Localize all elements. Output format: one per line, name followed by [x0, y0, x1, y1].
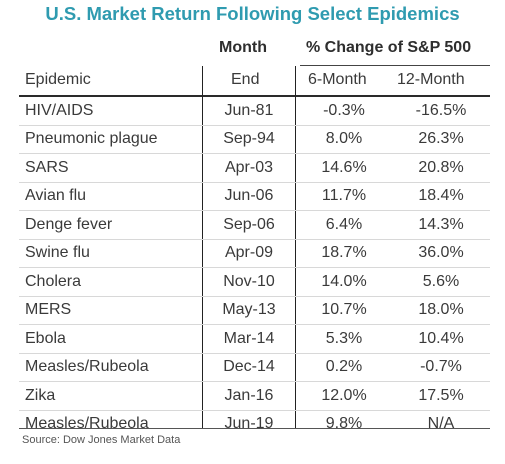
month-header-bottom: End	[231, 71, 260, 88]
six-month-cell: 10.7%	[296, 296, 392, 325]
month-end-cell: Jun-19	[224, 415, 274, 433]
six-month-header: 6-Month	[308, 71, 367, 88]
data-table: HIV/AIDS Jun-81 -0.3% -16.5% Pneumonic plagu…	[19, 97, 490, 438]
table-row: Zika Jan-16 12.0% 17.5%	[19, 381, 490, 411]
table-row: Measles/Rubeola Dec-14 0.2% -0.7%	[19, 353, 490, 382]
six-month-cell: 11.7%	[296, 182, 392, 211]
twelve-month-cell: 14.3%	[392, 210, 490, 240]
table-row: Ebola Mar-14 5.3% 10.4%	[19, 324, 490, 354]
month-end-cell: Jun-81	[202, 97, 296, 126]
six-month-cell: 8.0%	[296, 125, 392, 154]
twelve-month-cell: 26.3%	[392, 125, 490, 154]
month-end-cell: Nov-10	[202, 267, 296, 297]
six-month-cell: 14.6%	[296, 153, 392, 183]
month-end-cell: Sep-06	[202, 210, 296, 240]
table-row: Swine flu Apr-09 18.7% 36.0%	[19, 239, 490, 268]
epidemic-cell: Swine flu	[19, 239, 202, 268]
table-row: Cholera Nov-10 14.0% 5.6%	[19, 267, 490, 297]
six-month-cell: 6.4%	[296, 210, 392, 240]
epidemic-cell: Avian flu	[19, 182, 202, 211]
epidemic-cell: Cholera	[19, 267, 202, 297]
epidemic-cell: Denge fever	[19, 210, 202, 240]
month-end-cell: May-13	[202, 296, 296, 325]
six-month-cell: 0.2%	[296, 353, 392, 382]
table-row: SARS Apr-03 14.6% 20.8%	[19, 153, 490, 183]
twelve-month-cell: -0.7%	[392, 353, 490, 382]
epidemic-cell: Pneumonic plague	[19, 125, 202, 154]
header-rule	[19, 95, 490, 97]
table-row: Pneumonic plague Sep-94 8.0% 26.3%	[19, 125, 490, 154]
month-end-cell: Jun-06	[202, 182, 296, 211]
twelve-month-cell: 5.6%	[392, 267, 490, 297]
table-row: Denge fever Sep-06 6.4% 14.3%	[19, 210, 490, 240]
table-title: U.S. Market Return Following Select Epid…	[45, 3, 460, 24]
epidemic-cell: SARS	[19, 153, 202, 183]
six-month-cell: 18.7%	[296, 239, 392, 268]
month-header-top: Month	[219, 39, 267, 56]
month-end-cell: Apr-03	[202, 153, 296, 183]
epidemic-cell: Zika	[19, 381, 202, 411]
table-row: MERS May-13 10.7% 18.0%	[19, 296, 490, 325]
twelve-month-cell: 18.0%	[392, 296, 490, 325]
six-month-cell: 9.8%	[325, 415, 363, 433]
month-end-cell: Mar-14	[202, 324, 296, 354]
table-row: HIV/AIDS Jun-81 -0.3% -16.5%	[19, 97, 490, 126]
change-group-header: % Change of S&P 500	[306, 39, 472, 56]
month-end-cell: Apr-09	[202, 239, 296, 268]
month-end-cell: Sep-94	[202, 125, 296, 154]
source-note: Source: Dow Jones Market Data	[22, 434, 181, 446]
epidemic-header: Epidemic	[25, 71, 91, 88]
epidemic-cell: MERS	[19, 296, 202, 325]
month-end-cell: Jan-16	[202, 381, 296, 411]
month-end-cell: Dec-14	[202, 353, 296, 382]
twelve-month-cell: 17.5%	[392, 381, 490, 411]
epidemic-cell: Measles/Rubeola	[19, 353, 202, 382]
six-month-cell: 12.0%	[296, 381, 392, 411]
change-group-underline	[300, 65, 490, 66]
six-month-cell: 14.0%	[296, 267, 392, 297]
twelve-month-cell: 20.8%	[392, 153, 490, 183]
bottom-rule	[19, 428, 490, 429]
twelve-month-header: 12-Month	[397, 71, 465, 88]
twelve-month-cell: -16.5%	[392, 97, 490, 126]
twelve-month-cell: 36.0%	[392, 239, 490, 268]
twelve-month-cell: N/A	[427, 415, 455, 433]
six-month-cell: 5.3%	[296, 324, 392, 354]
six-month-cell: -0.3%	[296, 97, 392, 126]
twelve-month-cell: 18.4%	[392, 182, 490, 211]
epidemic-cell: HIV/AIDS	[19, 97, 202, 126]
table-row: Avian flu Jun-06 11.7% 18.4%	[19, 182, 490, 211]
twelve-month-cell: 10.4%	[392, 324, 490, 354]
epidemic-cell: Ebola	[19, 324, 202, 354]
